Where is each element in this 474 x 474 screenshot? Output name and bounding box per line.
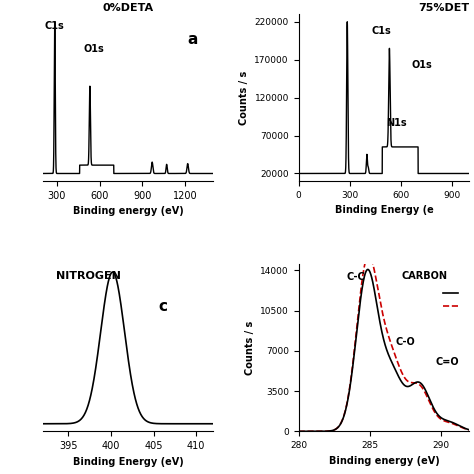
Text: C-C: C-C [346, 272, 365, 282]
Text: O1s: O1s [83, 44, 104, 54]
Y-axis label: Counts / s: Counts / s [245, 321, 255, 375]
Text: CARBON: CARBON [401, 271, 447, 281]
X-axis label: Binding Energy (eV): Binding Energy (eV) [73, 456, 183, 466]
Text: 75%DET: 75%DET [418, 3, 469, 13]
Text: a: a [188, 32, 198, 47]
Text: C-O: C-O [396, 337, 416, 346]
Text: C=O: C=O [435, 356, 459, 366]
Text: C1s: C1s [372, 26, 392, 36]
Text: O1s: O1s [411, 60, 432, 70]
X-axis label: Binding Energy (e: Binding Energy (e [335, 205, 433, 215]
X-axis label: Binding energy (eV): Binding energy (eV) [73, 206, 183, 216]
Title: 0%DETA: 0%DETA [102, 3, 154, 13]
Text: c: c [159, 299, 168, 314]
Text: NITROGEN: NITROGEN [56, 271, 121, 281]
Text: N1s: N1s [386, 118, 406, 128]
Legend: , : , [443, 289, 465, 311]
X-axis label: Binding energy (eV): Binding energy (eV) [328, 456, 439, 465]
Y-axis label: Counts / s: Counts / s [239, 71, 249, 125]
Text: C1s: C1s [45, 21, 64, 31]
